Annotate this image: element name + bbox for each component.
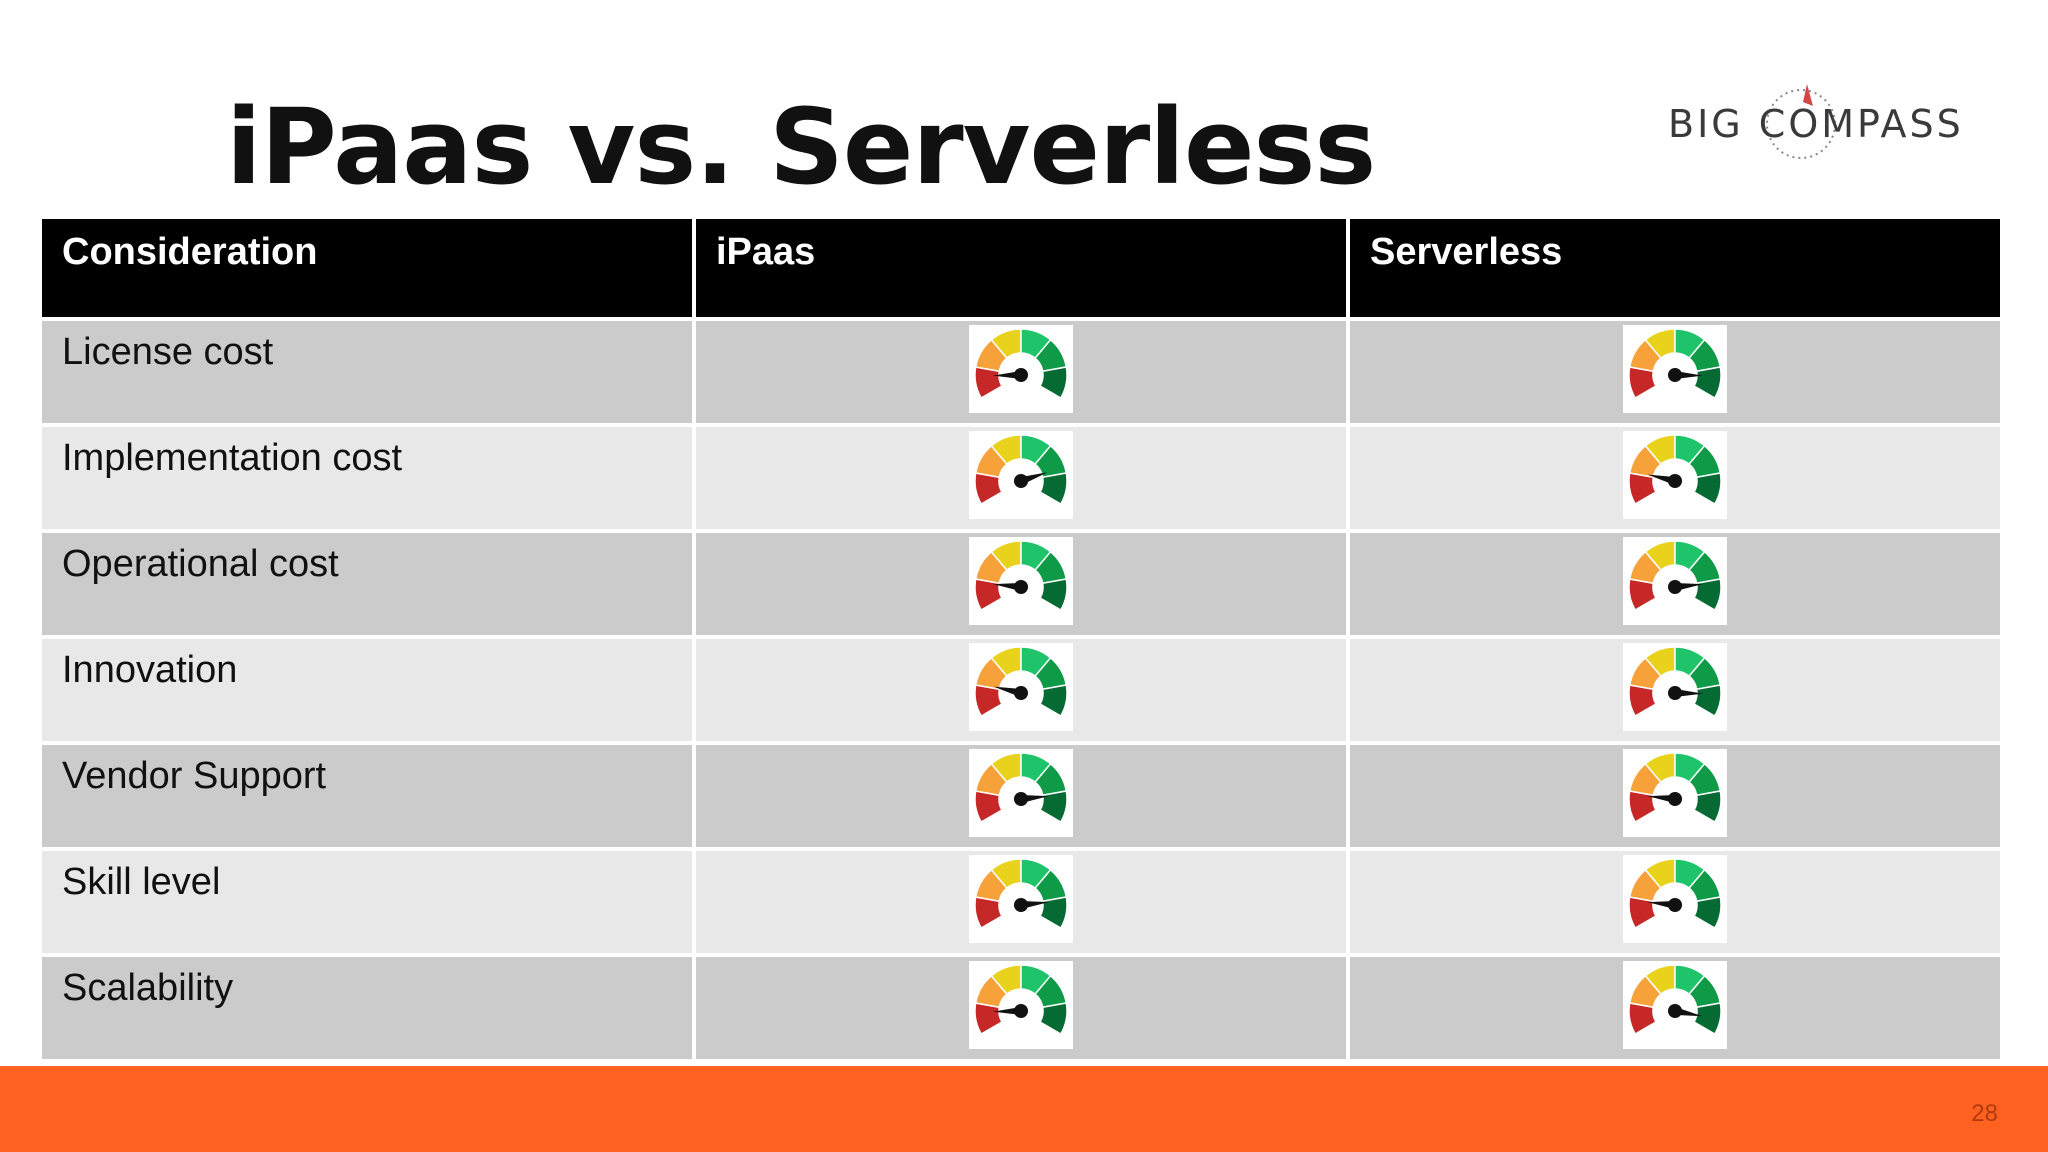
table-row: Vendor Support xyxy=(42,745,2000,847)
serverless-gauge-cell xyxy=(1350,533,2000,635)
ipaas-gauge-cell xyxy=(696,533,1346,635)
header-serverless: Serverless xyxy=(1350,219,2000,317)
consideration-label: Skill level xyxy=(42,851,692,953)
header-consideration: Consideration xyxy=(42,219,692,317)
consideration-label: License cost xyxy=(42,321,692,423)
speedometer-gauge-icon xyxy=(969,325,1073,413)
footer-bar: 28 xyxy=(0,1066,2048,1152)
speedometer-gauge-icon xyxy=(969,855,1073,943)
speedometer-gauge-icon xyxy=(969,431,1073,519)
serverless-gauge-cell xyxy=(1350,851,2000,953)
table-row: Scalability xyxy=(42,957,2000,1059)
ipaas-gauge-cell xyxy=(696,427,1346,529)
table-header-row: Consideration iPaas Serverless xyxy=(42,219,2000,317)
consideration-label: Operational cost xyxy=(42,533,692,635)
header-ipaas: iPaas xyxy=(696,219,1346,317)
big-compass-logo: BIG COMPASS xyxy=(1668,74,1961,174)
slide-title: iPaas vs. Serverless xyxy=(226,86,1376,208)
consideration-label: Scalability xyxy=(42,957,692,1059)
table-row: Innovation xyxy=(42,639,2000,741)
serverless-gauge-cell xyxy=(1350,321,2000,423)
table-row: Implementation cost xyxy=(42,427,2000,529)
speedometer-gauge-icon xyxy=(1623,749,1727,837)
speedometer-gauge-icon xyxy=(969,749,1073,837)
serverless-gauge-cell xyxy=(1350,745,2000,847)
speedometer-gauge-icon xyxy=(969,643,1073,731)
compass-ring-icon xyxy=(1766,84,1836,159)
consideration-label: Innovation xyxy=(42,639,692,741)
serverless-gauge-cell xyxy=(1350,427,2000,529)
speedometer-gauge-icon xyxy=(1623,855,1727,943)
speedometer-gauge-icon xyxy=(969,961,1073,1049)
speedometer-gauge-icon xyxy=(1623,431,1727,519)
comparison-table: Consideration iPaas Serverless License c… xyxy=(38,215,2004,1063)
speedometer-gauge-icon xyxy=(1623,643,1727,731)
speedometer-gauge-icon xyxy=(969,537,1073,625)
ipaas-gauge-cell xyxy=(696,851,1346,953)
table-row: License cost xyxy=(42,321,2000,423)
consideration-label: Implementation cost xyxy=(42,427,692,529)
logo-text: BIG COMPASS xyxy=(1668,102,1964,146)
speedometer-gauge-icon xyxy=(1623,961,1727,1049)
consideration-label: Vendor Support xyxy=(42,745,692,847)
serverless-gauge-cell xyxy=(1350,639,2000,741)
speedometer-gauge-icon xyxy=(1623,325,1727,413)
ipaas-gauge-cell xyxy=(696,639,1346,741)
speedometer-gauge-icon xyxy=(1623,537,1727,625)
ipaas-gauge-cell xyxy=(696,957,1346,1059)
ipaas-gauge-cell xyxy=(696,745,1346,847)
page-number: 28 xyxy=(1971,1100,1998,1127)
ipaas-gauge-cell xyxy=(696,321,1346,423)
table-row: Operational cost xyxy=(42,533,2000,635)
table-row: Skill level xyxy=(42,851,2000,953)
serverless-gauge-cell xyxy=(1350,957,2000,1059)
